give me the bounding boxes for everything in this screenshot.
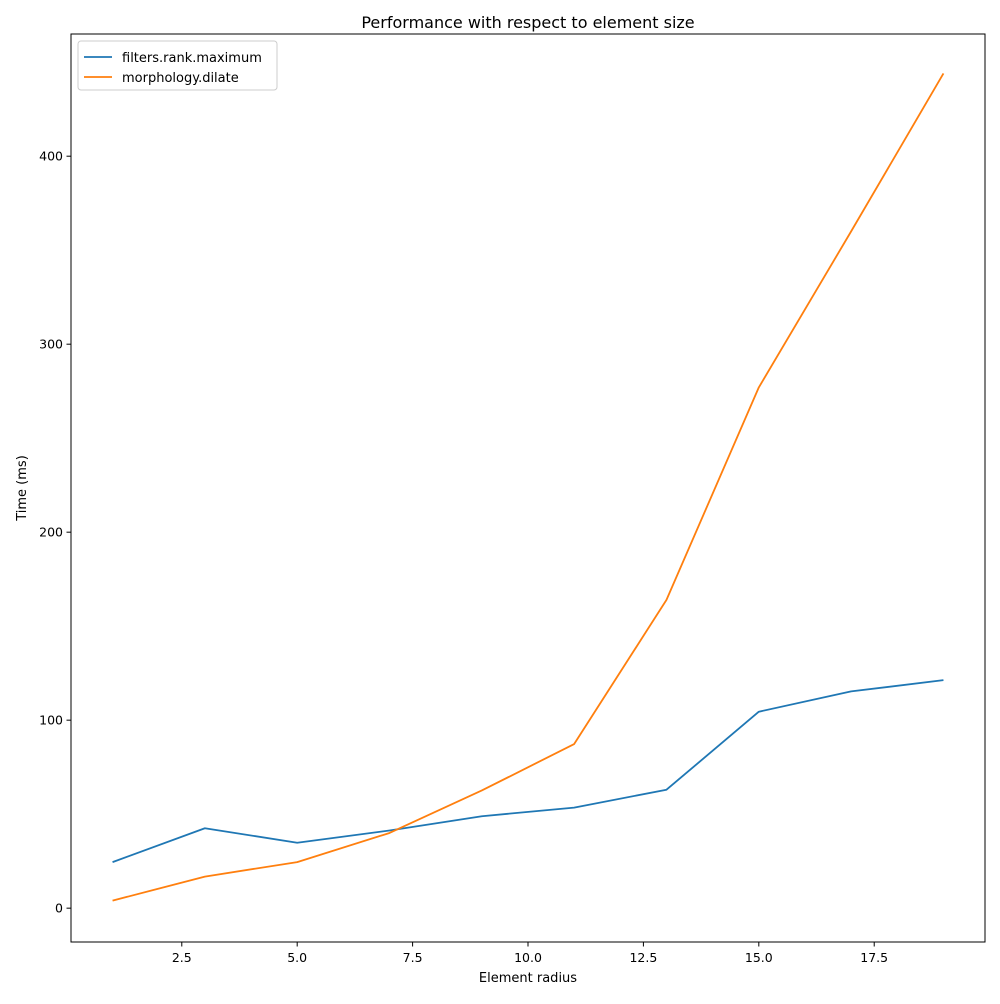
x-axis-ticks: 2.5 5.0 7.5 10.0 12.5 15.0 17.5 <box>172 942 888 965</box>
legend-label: filters.rank.maximum <box>122 51 262 66</box>
legend-label: morphology.dilate <box>122 71 239 86</box>
series-line-1 <box>112 679 944 863</box>
x-tick-label: 17.5 <box>860 950 888 965</box>
y-tick-label: 400 <box>39 149 63 164</box>
y-tick-label: 0 <box>55 901 63 916</box>
x-axis-label: Element radius <box>479 971 577 986</box>
series-line-2 <box>112 73 945 902</box>
x-tick-label: 7.5 <box>403 950 423 965</box>
y-tick-label: 300 <box>39 337 63 352</box>
x-tick-label: 2.5 <box>172 950 192 965</box>
x-tick-label: 5.0 <box>287 950 307 965</box>
y-tick-label: 100 <box>39 713 63 728</box>
chart-title: Performance with respect to element size <box>361 13 694 32</box>
y-axis-ticks: 0 100 200 300 400 <box>39 149 71 916</box>
y-tick-label: 200 <box>39 525 63 540</box>
x-tick-label: 15.0 <box>745 950 773 965</box>
y-axis-label: Time (ms) <box>15 455 30 522</box>
x-tick-label: 12.5 <box>629 950 657 965</box>
legend-box <box>77 40 278 91</box>
x-tick-label: 10.0 <box>514 950 542 965</box>
legend: filters.rank.maximum morphology.dilate <box>77 40 278 91</box>
